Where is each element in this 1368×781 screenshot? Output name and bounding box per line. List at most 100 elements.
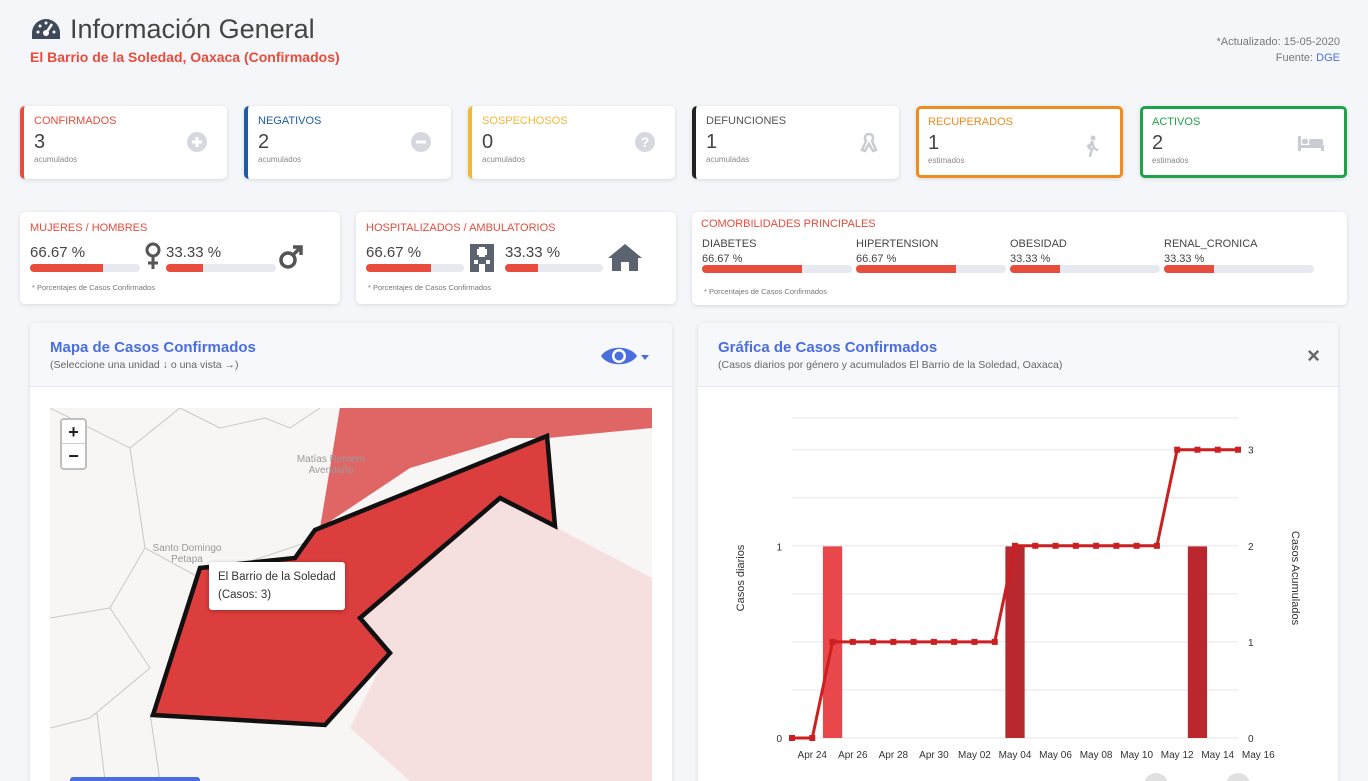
map-tooltip: El Barrio de la Soledad (Casos: 3)	[209, 562, 345, 610]
stat-label: RECUPERADOS	[928, 116, 1013, 128]
stat-card-activos[interactable]: ACTIVOS 2 estimados	[1140, 106, 1347, 178]
ambulatory-bar	[505, 264, 603, 272]
comorbidities-panel: COMORBILIDADES PRINCIPALES DIABETES 66.6…	[692, 212, 1347, 305]
cumulative-point	[1113, 542, 1120, 549]
close-button[interactable]: ×	[1307, 343, 1320, 368]
municipality-shape[interactable]	[350, 498, 652, 781]
male-icon	[279, 245, 303, 269]
hospitalized-pct: 66.67 %	[366, 244, 422, 261]
stat-card-defunciones[interactable]: DEFUNCIONES 1 acumuladas	[692, 106, 899, 179]
x-tick-label: Apr 26	[838, 750, 868, 761]
stat-card-confirmados[interactable]: CONFIRMADOS 3 acumulados	[20, 106, 227, 179]
stat-value: 1	[928, 132, 940, 154]
x-tick-label: May 12	[1161, 750, 1194, 761]
stat-value: 3	[34, 131, 46, 153]
zoom-in-button[interactable]: +	[62, 420, 85, 444]
hospital-title: HOSPITALIZADOS / AMBULATORIOS	[366, 222, 556, 234]
cumulative-point	[870, 638, 877, 645]
y2-axis-label: Casos Acumulados	[1289, 531, 1301, 626]
comorbidity-name: RENAL_CRONICA	[1164, 238, 1258, 250]
stat-sub: estimados	[1152, 156, 1189, 165]
stat-value: 2	[1152, 132, 1164, 154]
cumulative-point	[829, 638, 836, 645]
hospital-icon	[470, 244, 494, 272]
cases-chart: 0 1 0 1 2 3 Casos diarios Casos Acumulados Apr 2…	[735, 417, 1301, 761]
stat-sub: acumuladas	[706, 155, 750, 164]
comorbidity-item: DIABETES 66.67 %	[702, 238, 852, 273]
hospital-panel: HOSPITALIZADOS / AMBULATORIOS 66.67 % 33…	[356, 212, 676, 304]
comorbidity-name: OBESIDAD	[1010, 238, 1067, 250]
chart-nav-decoration	[1144, 773, 1250, 781]
cumulative-point	[890, 638, 897, 645]
cumulative-point	[809, 735, 816, 741]
cumulative-point	[1194, 446, 1201, 453]
stat-sub: estimados	[928, 156, 965, 165]
gender-panel: MUJERES / HOMBRES 66.67 % 33.33 % * Porc…	[20, 212, 340, 304]
updated-date: *Actualizado: 15-05-2020	[1216, 36, 1340, 48]
x-tick-label: Apr 24	[798, 750, 828, 761]
map-canvas[interactable]	[50, 408, 652, 781]
cumulative-point	[1174, 446, 1181, 453]
stat-card-sospechosos[interactable]: SOSPECHOSOS 0 acumulados ?	[468, 106, 675, 179]
comorbidity-pct: 66.67 %	[702, 253, 743, 265]
selected-municipality-shape[interactable]	[149, 432, 558, 728]
comorbidity-item: HIPERTENSION 66.67 %	[856, 238, 1006, 273]
gender-note: * Porcentajes de Casos Confirmados	[32, 283, 155, 292]
female-icon	[145, 242, 161, 269]
map-view-button[interactable]	[70, 777, 200, 781]
stat-sub: acumulados	[34, 155, 78, 164]
stat-value: 1	[706, 131, 718, 153]
home-icon	[608, 244, 642, 271]
y-axis-label: Casos diarios	[735, 544, 747, 611]
x-tick-label: May 06	[1039, 750, 1072, 761]
stat-value: 2	[258, 131, 270, 153]
ribbon-icon	[860, 132, 878, 153]
comorbidity-item: OBESIDAD 33.33 %	[1010, 238, 1160, 273]
stat-label: DEFUNCIONES	[706, 115, 787, 127]
comorbidity-pct: 33.33 %	[1164, 253, 1205, 265]
x-tick-label: May 04	[999, 750, 1032, 761]
comorbidity-bar	[1164, 265, 1314, 273]
cumulative-point	[971, 638, 978, 645]
page-title: Información General	[70, 14, 315, 44]
cumulative-point	[930, 638, 937, 645]
chart-bar	[1005, 546, 1025, 738]
cumulative-point	[1052, 542, 1059, 549]
map-place-label: Santo Domingo Petapa	[152, 543, 222, 565]
gender-title: MUJERES / HOMBRES	[30, 222, 148, 234]
page-subtitle: El Barrio de la Soledad, Oaxaca (Confirm…	[30, 49, 340, 65]
comorbidity-name: HIPERTENSION	[856, 238, 939, 250]
stat-card-recuperados[interactable]: RECUPERADOS 1 estimados	[916, 106, 1123, 178]
source-link[interactable]: DGE	[1316, 52, 1340, 64]
tooltip-name: El Barrio de la Soledad	[218, 571, 336, 583]
y2-tick-label: 0	[1248, 734, 1254, 745]
x-tick-label: May 08	[1080, 750, 1113, 761]
chart-bar	[1187, 546, 1208, 738]
comorbidity-pct: 33.33 %	[1010, 253, 1051, 265]
men-bar	[166, 264, 276, 272]
comorbidity-bar	[1010, 265, 1160, 273]
stat-label: CONFIRMADOS	[34, 115, 117, 127]
cumulative-point	[910, 638, 917, 645]
x-tick-label: May 16	[1242, 750, 1275, 761]
tooltip-cases: (Casos: 3)	[218, 589, 272, 601]
cumulative-point	[1093, 542, 1100, 549]
x-tick-label: May 02	[958, 750, 991, 761]
svg-text:?: ?	[641, 134, 650, 150]
map-panel-header: Mapa de Casos Confirmados (Seleccione un…	[30, 323, 672, 387]
hospital-note: * Porcentajes de Casos Confirmados	[368, 283, 491, 292]
x-tick-label: May 10	[1120, 750, 1153, 761]
eye-dropdown-icon[interactable]	[600, 343, 650, 369]
comorbidity-bar	[702, 265, 852, 273]
comorbidity-bar	[856, 265, 1006, 273]
cumulative-point	[1133, 542, 1140, 549]
zoom-out-button[interactable]: −	[68, 446, 79, 466]
source-label: Fuente:	[1275, 52, 1314, 64]
walking-icon	[1086, 135, 1099, 157]
minus-circle-icon	[411, 132, 431, 152]
cumulative-point	[1214, 446, 1221, 453]
zoom-control: + −	[60, 418, 87, 470]
map-title: Mapa de Casos Confirmados	[50, 339, 256, 356]
stat-card-negativos[interactable]: NEGATIVOS 2 acumulados	[244, 106, 451, 179]
municipality-shape[interactable]	[320, 408, 652, 528]
